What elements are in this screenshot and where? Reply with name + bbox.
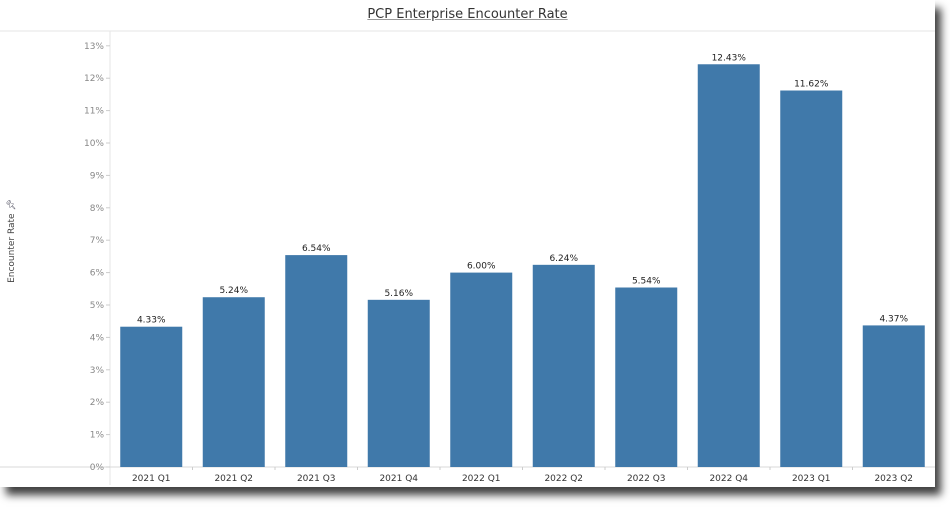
bar <box>780 90 843 468</box>
y-tick-label: 3% <box>90 366 105 376</box>
x-tick-label: 2022 Q2 <box>544 474 583 484</box>
bar <box>202 297 265 467</box>
data-label: 5.54% <box>632 277 661 287</box>
x-tick-label: 2023 Q1 <box>792 474 831 484</box>
y-tick-label: 1% <box>90 431 105 441</box>
data-label: 5.16% <box>384 289 413 299</box>
y-tick-label: 13% <box>84 42 104 52</box>
bar <box>367 299 430 467</box>
data-label: 6.24% <box>549 254 578 264</box>
chart-title: PCP Enterprise Encounter Rate <box>0 7 935 22</box>
y-tick-label: 11% <box>84 107 104 117</box>
data-label: 6.54% <box>302 244 331 254</box>
x-tick-label: 2021 Q1 <box>132 474 171 484</box>
x-tick-label: 2022 Q1 <box>462 474 501 484</box>
chart-card: PCP Enterprise Encounter Rate Encounter … <box>0 7 935 485</box>
x-tick-label: 2021 Q3 <box>297 474 336 484</box>
y-tick-label: 0% <box>90 463 105 473</box>
bar <box>615 287 678 467</box>
bar <box>862 325 925 467</box>
bar <box>532 264 595 467</box>
data-label: 4.37% <box>879 314 908 324</box>
bar <box>120 326 183 467</box>
bar <box>450 272 513 467</box>
y-tick-label: 12% <box>84 74 104 84</box>
data-label: 11.62% <box>794 80 829 90</box>
chart-title-text: PCP Enterprise Encounter Rate <box>367 7 568 22</box>
y-tick-label: 7% <box>90 236 105 246</box>
y-tick-label: 8% <box>90 204 105 214</box>
bar <box>285 255 348 467</box>
y-tick-label: 2% <box>90 398 105 408</box>
data-label: 5.24% <box>219 286 248 296</box>
x-tick-label: 2023 Q2 <box>874 474 913 484</box>
y-tick-label: 5% <box>90 301 105 311</box>
data-label: 4.33% <box>137 316 166 326</box>
bar-chart: 0% 1% 2% 3% 4% 5% 6% 7% 8% 9% 10% 11% 12% 13% 4.33% 202… <box>0 30 935 485</box>
y-tick-label: 9% <box>90 171 105 181</box>
y-tick-label: 6% <box>90 269 105 279</box>
bar <box>697 64 760 467</box>
x-tick-label: 2022 Q4 <box>709 474 748 484</box>
x-tick-label: 2021 Q2 <box>214 474 253 484</box>
data-label: 6.00% <box>467 262 496 272</box>
x-tick-label: 2021 Q4 <box>379 474 418 484</box>
y-tick-label: 10% <box>84 139 104 149</box>
x-tick-label: 2022 Q3 <box>627 474 666 484</box>
y-tick-label: 4% <box>90 333 105 343</box>
data-label: 12.43% <box>712 53 747 63</box>
